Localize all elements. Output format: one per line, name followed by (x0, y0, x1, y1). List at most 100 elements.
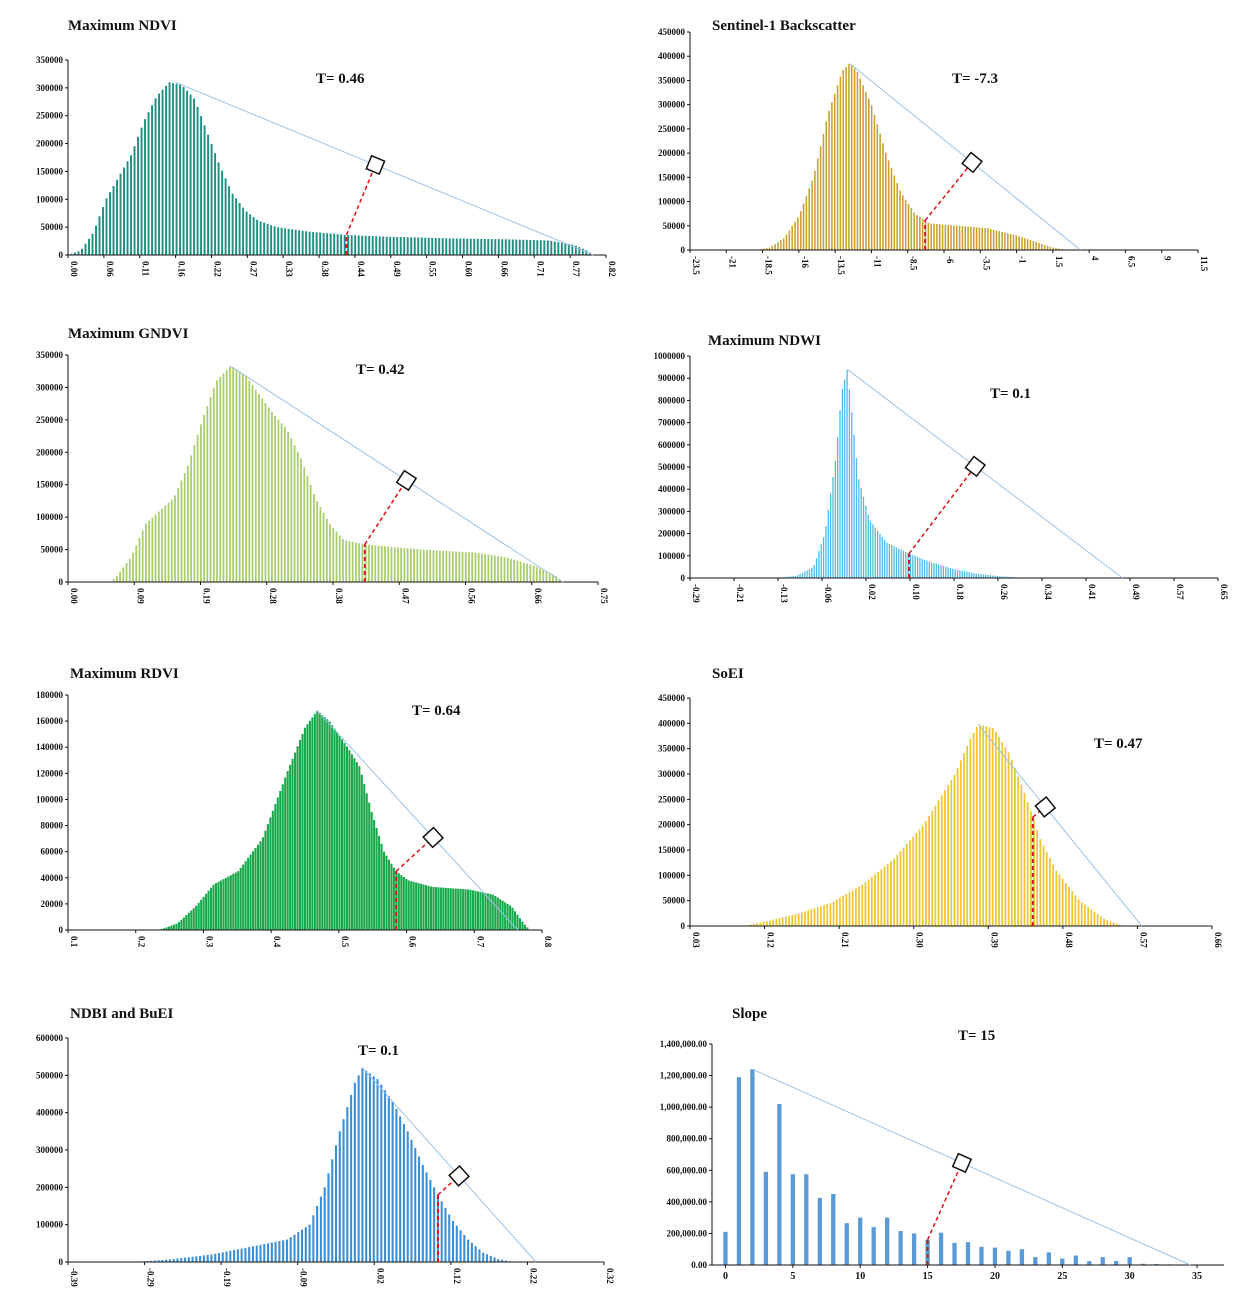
bar (964, 226, 967, 250)
bar (251, 1246, 254, 1262)
bar (552, 574, 554, 582)
bar (225, 370, 228, 582)
x-tick-label: -16 (800, 256, 810, 268)
bar (501, 1259, 504, 1262)
bar (196, 106, 199, 255)
bar (736, 1077, 742, 1265)
chart-title: SoEI (712, 666, 744, 682)
bar (235, 198, 238, 255)
bar (799, 574, 801, 578)
bar (217, 1253, 221, 1262)
bar (516, 560, 519, 582)
bar (841, 388, 844, 578)
x-tick-label: 0.22 (212, 261, 222, 277)
y-tick-label: 800000 (658, 395, 686, 405)
bar (481, 553, 483, 582)
bar (180, 1258, 183, 1262)
bar (157, 1260, 160, 1262)
perpendicular-distance-line (908, 465, 976, 555)
bar (189, 94, 192, 255)
bar (161, 508, 163, 582)
bar (885, 1217, 890, 1265)
y-tick-label: 700000 (658, 418, 686, 428)
bar (543, 240, 546, 255)
bar (489, 1255, 492, 1262)
bar (522, 239, 525, 255)
bar (361, 543, 364, 582)
bar (390, 546, 393, 582)
bar (469, 889, 472, 930)
bar (294, 752, 297, 930)
bar (1001, 231, 1003, 250)
bar (256, 219, 259, 255)
bar (397, 547, 399, 582)
bar (788, 915, 790, 926)
x-tick-label: 0.18 (955, 584, 965, 600)
bar (1119, 924, 1121, 926)
bar (311, 717, 314, 930)
bar (409, 548, 412, 582)
bar (158, 93, 161, 256)
bar (244, 861, 247, 930)
bar (277, 227, 280, 255)
bar (238, 203, 241, 255)
bar (515, 239, 518, 255)
bar (248, 1247, 251, 1262)
bar (1020, 784, 1023, 926)
bar (385, 855, 388, 930)
x-tick-label: 0.19 (202, 588, 212, 604)
bar (358, 543, 361, 582)
bar (553, 241, 556, 255)
bar (210, 1254, 213, 1262)
bar (765, 921, 768, 926)
y-tick-label: 350000 (36, 350, 64, 360)
bar (244, 1247, 247, 1262)
bar (432, 550, 435, 582)
x-tick-label: 0.06 (105, 261, 115, 277)
bar (1007, 233, 1009, 250)
bar (454, 888, 457, 930)
bar (775, 918, 778, 926)
bar (270, 1242, 273, 1262)
bar (883, 866, 886, 926)
bar (823, 905, 825, 926)
bar (942, 565, 945, 578)
chart-title: Maximum NDWI (708, 333, 821, 349)
bar (245, 376, 247, 582)
bar (1010, 759, 1013, 926)
bar (848, 389, 851, 578)
bar (781, 917, 784, 926)
bar (893, 858, 895, 926)
x-tick-label: -0.06 (823, 584, 833, 603)
x-tick-label: 0.12 (766, 932, 776, 948)
x-tick-label: 0.22 (528, 1268, 538, 1284)
bars-group (70, 82, 591, 256)
bar (462, 889, 465, 930)
bar (916, 556, 919, 578)
triangle-line (849, 63, 1081, 251)
bar (358, 766, 361, 930)
bar (851, 890, 854, 926)
bar (306, 476, 309, 582)
bar (342, 539, 344, 582)
bar (422, 549, 425, 582)
bar (382, 236, 385, 255)
bar (119, 173, 122, 255)
bar (799, 211, 802, 250)
bar (825, 525, 827, 578)
threshold-label: T= 0.1 (358, 1043, 399, 1059)
y-tick-label: 500000 (658, 462, 686, 472)
chart-svg: SoEI T= 0.47 0 50000 100000 150000 200000 25000… (658, 666, 1223, 948)
bar (205, 893, 208, 930)
bar (154, 98, 157, 255)
bar (1004, 232, 1006, 250)
bar (187, 912, 190, 930)
y-tick-label: 450000 (658, 27, 686, 37)
bar (256, 844, 260, 930)
bar (232, 367, 235, 582)
bar (240, 1248, 243, 1262)
bar (930, 223, 932, 250)
bar (928, 816, 930, 926)
x-tick-label: 4 (1090, 256, 1100, 261)
bar (940, 565, 942, 578)
